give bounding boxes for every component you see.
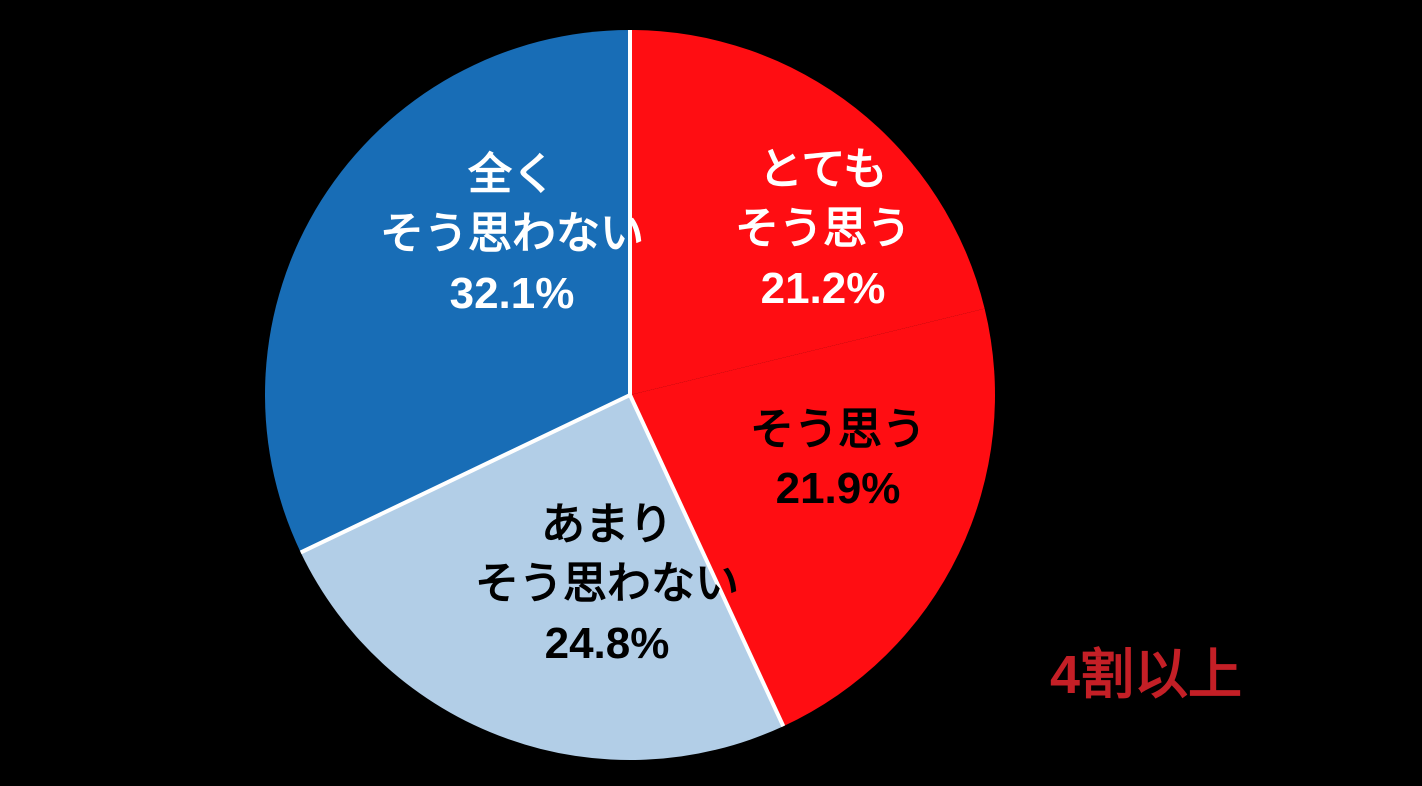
slice-label-line1: そう思う	[750, 400, 926, 459]
slice-label-line1: あまり	[475, 495, 739, 554]
pie-chart: とてもそう思う21.2%そう思う21.9%あまりそう思わない24.8%全くそう思…	[260, 25, 1000, 765]
slice-label-line2: そう思わない	[475, 554, 739, 613]
pie-slice-label-2: あまりそう思わない24.8%	[475, 495, 739, 673]
slice-label-percent: 21.9%	[750, 459, 926, 518]
slice-label-line1: とても	[735, 140, 911, 199]
pie-slice-label-3: 全くそう思わない32.1%	[380, 145, 644, 323]
pie-slice-label-0: とてもそう思う21.2%	[735, 140, 911, 318]
slice-label-line1: 全く	[380, 145, 644, 204]
slice-label-percent: 32.1%	[380, 264, 644, 323]
slice-label-percent: 21.2%	[735, 259, 911, 318]
pie-slice-label-1: そう思う21.9%	[750, 400, 926, 519]
slice-label-percent: 24.8%	[475, 614, 739, 673]
slice-label-line2: そう思う	[735, 199, 911, 258]
callout-annotation: 4割以上	[1050, 630, 1242, 709]
slice-label-line2: そう思わない	[380, 204, 644, 263]
